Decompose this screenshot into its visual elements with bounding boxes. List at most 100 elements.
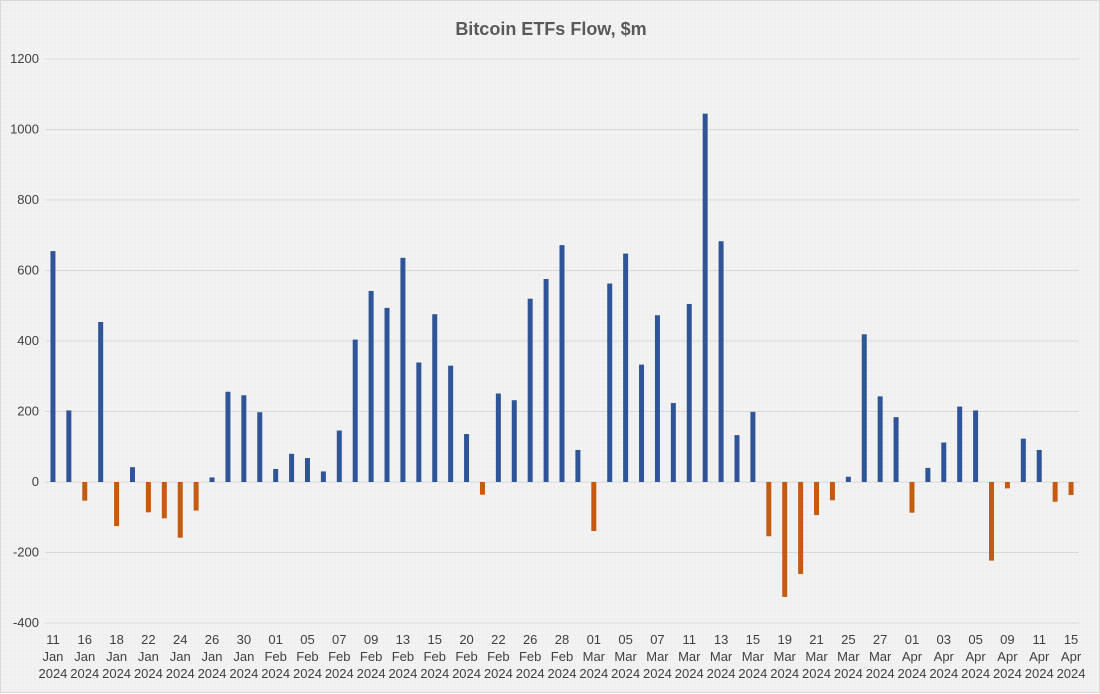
x-tick-day: 22: [141, 632, 155, 647]
x-tick-day: 03: [937, 632, 951, 647]
bar: [368, 290, 374, 482]
x-tick-month: Apr: [1029, 649, 1050, 664]
y-tick-label: 600: [17, 263, 39, 278]
bar: [145, 482, 151, 513]
bar: [639, 364, 645, 482]
bar: [1036, 449, 1042, 482]
bar: [241, 395, 247, 482]
bar: [623, 253, 629, 482]
x-tick-label: 15 Feb 2024: [420, 632, 449, 681]
x-tick-label: 11 Apr 2024: [1025, 632, 1054, 681]
bar: [782, 482, 788, 597]
bar: [384, 307, 390, 482]
x-tick-label: 01 Feb 2024: [261, 632, 290, 681]
x-tick-day: 11: [683, 632, 697, 647]
x-tick-label: 27 Mar 2024: [866, 632, 895, 681]
bar: [1020, 438, 1026, 482]
bar: [909, 482, 915, 513]
x-tick-month: Apr: [1061, 649, 1082, 664]
y-tick-label: 1200: [10, 51, 39, 66]
x-tick-label: 16 Jan 2024: [70, 632, 99, 681]
x-tick-day: 01: [268, 632, 282, 647]
x-tick-label: 03 Apr 2024: [929, 632, 958, 681]
x-tick-year: 2024: [38, 666, 67, 681]
x-tick-label: 11 Mar 2024: [675, 632, 704, 681]
bar: [495, 393, 501, 482]
bar: [957, 406, 963, 482]
x-tick-year: 2024: [198, 666, 227, 681]
x-tick-year: 2024: [579, 666, 608, 681]
bar: [479, 482, 485, 495]
x-tick-year: 2024: [229, 666, 258, 681]
bar: [925, 467, 931, 482]
bar: [861, 334, 867, 482]
x-tick-month: Feb: [264, 649, 286, 664]
y-tick-label: 200: [17, 404, 39, 419]
x-tick-label: 22 Feb 2024: [484, 632, 513, 681]
x-tick-month: Apr: [965, 649, 986, 664]
x-tick-month: Feb: [360, 649, 382, 664]
x-tick-day: 24: [173, 632, 187, 647]
bar: [798, 482, 804, 574]
y-tick-label: -200: [13, 545, 39, 560]
x-tick-label: 24 Jan 2024: [166, 632, 195, 681]
x-tick-month: Feb: [328, 649, 350, 664]
bar: [591, 482, 597, 531]
bar: [941, 442, 947, 482]
x-tick-label: 28 Feb 2024: [548, 632, 577, 681]
x-tick-day: 09: [1000, 632, 1014, 647]
bar: [177, 482, 183, 538]
x-tick-month: Jan: [233, 649, 254, 664]
bar: [543, 278, 549, 482]
x-tick-day: 13: [714, 632, 728, 647]
y-tick-label: -400: [13, 615, 39, 630]
x-tick-day: 18: [109, 632, 123, 647]
x-tick-day: 19: [777, 632, 791, 647]
bar: [320, 471, 326, 482]
x-tick-day: 16: [78, 632, 92, 647]
x-axis: 11 Jan 2024 16 Jan 2024 18 Jan 2024 22 Jan 2024 24 Ja…: [38, 632, 1085, 681]
x-tick-day: 30: [237, 632, 251, 647]
x-tick-year: 2024: [134, 666, 163, 681]
x-tick-month: Feb: [424, 649, 446, 664]
x-tick-year: 2024: [834, 666, 863, 681]
bar: [448, 365, 454, 482]
x-tick-month: Feb: [519, 649, 541, 664]
bar: [98, 321, 104, 482]
bar: [734, 435, 740, 482]
x-tick-label: 18 Jan 2024: [102, 632, 131, 681]
x-tick-year: 2024: [993, 666, 1022, 681]
bar: [304, 458, 310, 482]
bar: [129, 467, 135, 482]
x-tick-month: Apr: [997, 649, 1018, 664]
x-tick-day: 15: [428, 632, 442, 647]
bar: [766, 482, 772, 537]
x-tick-year: 2024: [675, 666, 704, 681]
x-tick-day: 07: [650, 632, 664, 647]
x-tick-year: 2024: [166, 666, 195, 681]
x-tick-label: 07 Mar 2024: [643, 632, 672, 681]
bar: [193, 482, 199, 511]
bar: [814, 482, 820, 516]
bar: [82, 482, 88, 501]
x-tick-day: 21: [809, 632, 823, 647]
bar: [464, 434, 470, 482]
x-tick-label: 15 Mar 2024: [738, 632, 767, 681]
bar: [161, 482, 167, 519]
bar: [416, 362, 422, 482]
bar: [50, 251, 56, 482]
x-tick-month: Mar: [678, 649, 701, 664]
x-tick-label: 26 Feb 2024: [516, 632, 545, 681]
x-tick-month: Jan: [106, 649, 127, 664]
x-tick-day: 13: [396, 632, 410, 647]
bar: [893, 417, 899, 482]
x-tick-month: Feb: [296, 649, 318, 664]
x-tick-month: Feb: [487, 649, 509, 664]
x-tick-label: 01 Apr 2024: [898, 632, 927, 681]
x-tick-year: 2024: [738, 666, 767, 681]
y-tick-label: 0: [32, 474, 39, 489]
x-tick-day: 09: [364, 632, 378, 647]
bar: [352, 339, 358, 482]
x-tick-day: 07: [332, 632, 346, 647]
